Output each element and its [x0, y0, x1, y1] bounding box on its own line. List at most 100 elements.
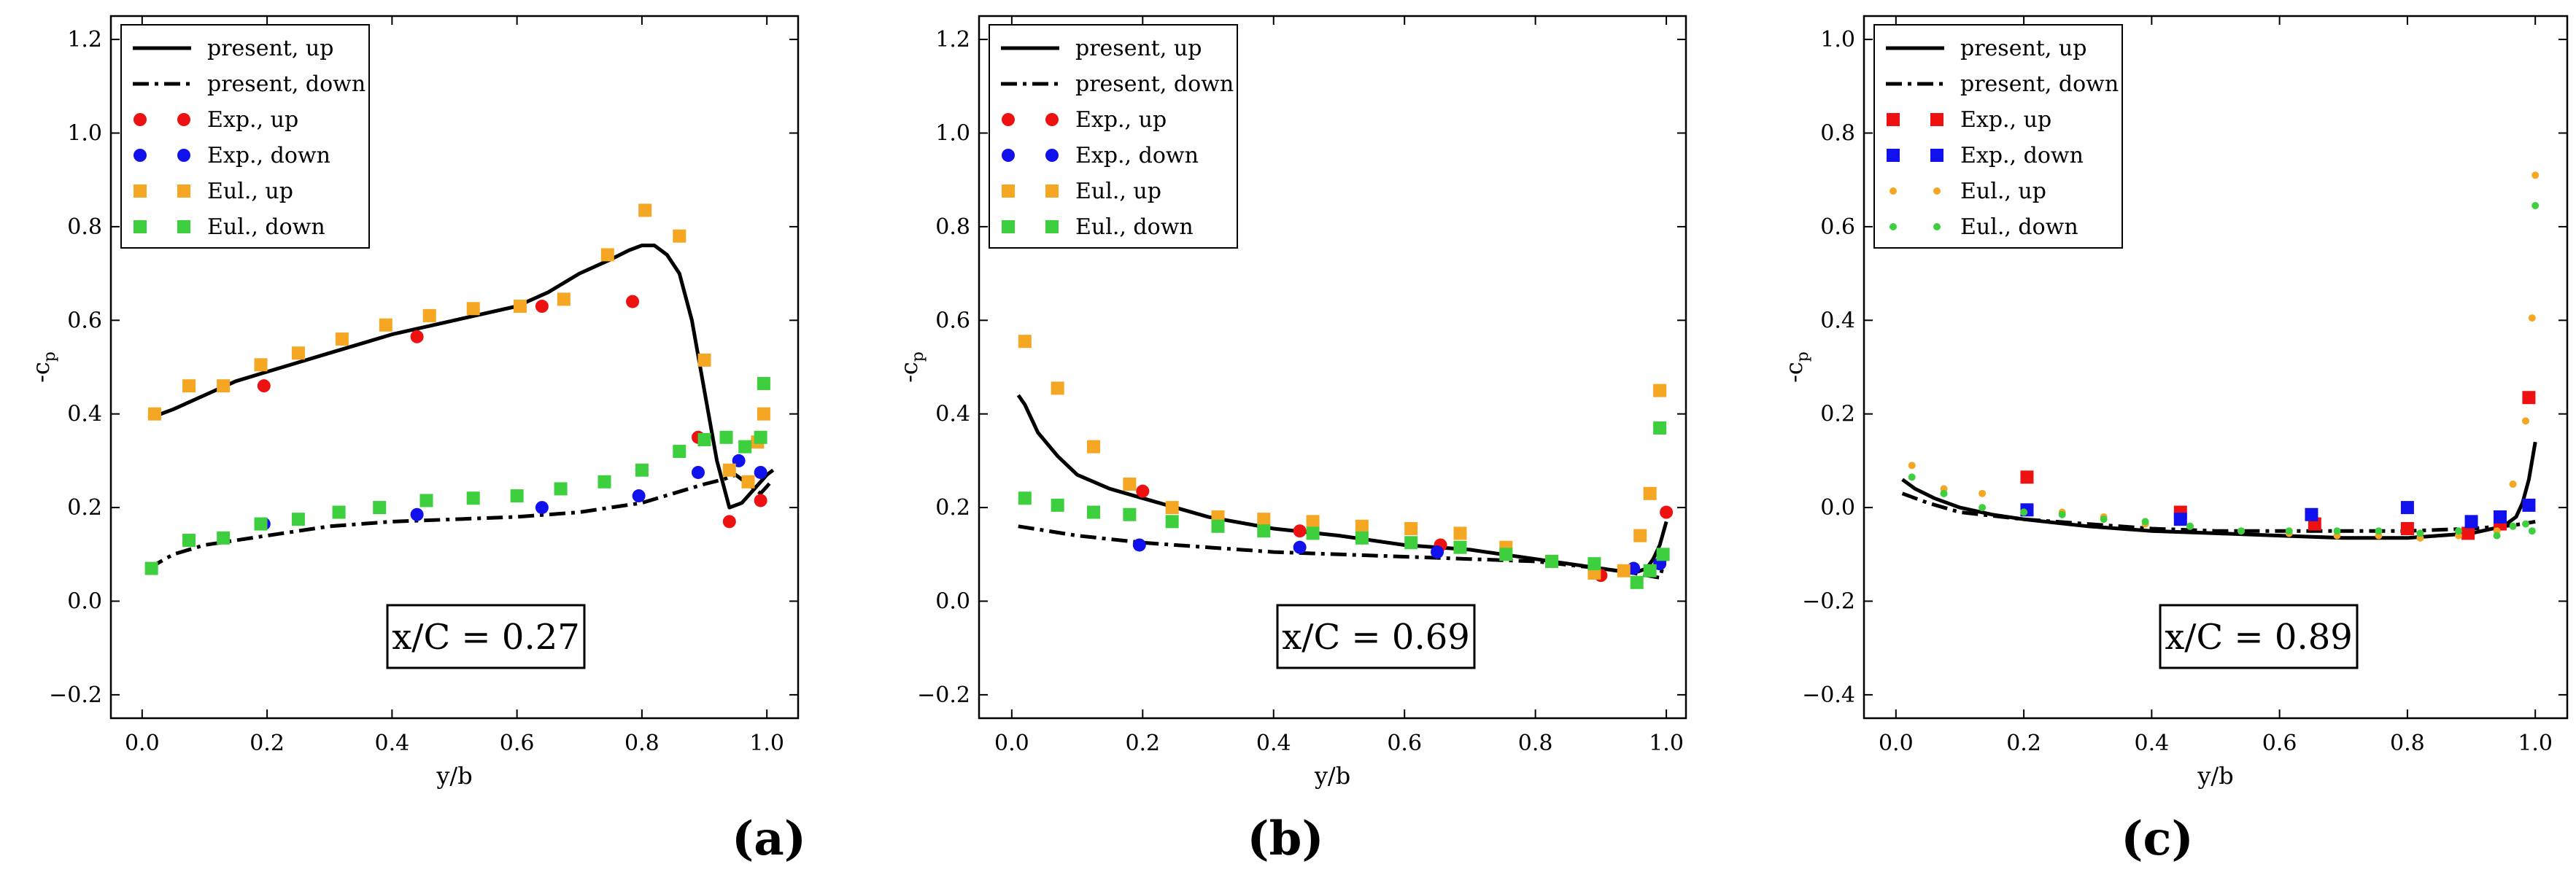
- point-eul-down: [1123, 507, 1137, 521]
- point-eul-up: [335, 332, 349, 346]
- x-axis-label: y/b: [2197, 762, 2233, 790]
- point-eul-down: [635, 463, 649, 477]
- legend-marker: [1002, 184, 1015, 198]
- legend-label: Eul., down: [207, 214, 325, 240]
- point-eul-down: [754, 430, 767, 444]
- series-line-present-up: [147, 244, 775, 510]
- point-eul-down: [466, 491, 480, 505]
- legend-label: Exp., up: [207, 107, 298, 133]
- legend-marker: [134, 184, 147, 198]
- y-tick-label: 0.0: [935, 589, 970, 615]
- point-eul-down: [1587, 557, 1601, 571]
- point-eul-down: [1355, 531, 1369, 545]
- point-eul-down: [1653, 421, 1667, 435]
- legend-marker: [177, 220, 190, 233]
- point-exp-up: [722, 515, 736, 529]
- point-exp-down: [2493, 510, 2507, 524]
- point-eul-down: [1630, 575, 1644, 589]
- point-eul-down: [597, 475, 611, 489]
- legend-label: Exp., up: [1075, 107, 1167, 133]
- point-exp-down: [2522, 498, 2536, 512]
- y-tick-label: 0.8: [67, 214, 102, 240]
- legend-marker: [1890, 187, 1897, 195]
- point-eul-down: [2522, 520, 2530, 528]
- legend-marker: [177, 149, 190, 162]
- x-axis-label: y/b: [1314, 762, 1350, 790]
- point-eul-up: [217, 379, 231, 393]
- y-tick-label: 0.2: [67, 495, 102, 521]
- y-tick-label: 1.2: [67, 27, 102, 52]
- point-exp-up: [410, 330, 424, 343]
- point-exp-down: [535, 501, 549, 515]
- point-exp-up: [2020, 470, 2034, 484]
- point-eul-down: [1165, 515, 1179, 529]
- annotation-box: x/C = 0.89: [2159, 604, 2359, 669]
- legend-marker: [134, 220, 147, 233]
- x-tick-label: 0.0: [125, 731, 160, 756]
- plot-content: [1901, 171, 2540, 542]
- point-eul-down: [2186, 522, 2194, 530]
- point-eul-down: [1545, 554, 1559, 568]
- point-eul-up: [697, 353, 711, 367]
- point-eul-up: [1617, 564, 1631, 577]
- panel-label: (c): [2121, 812, 2194, 866]
- point-eul-down: [419, 494, 433, 507]
- point-eul-down: [1018, 491, 1032, 505]
- y-tick-label: 1.0: [67, 121, 102, 147]
- series-line-present-down: [147, 472, 775, 570]
- legend-marker: [1887, 149, 1900, 162]
- point-eul-up: [638, 203, 652, 217]
- y-tick-label: 1.0: [1820, 27, 1855, 52]
- x-tick-label: 0.6: [1387, 731, 1422, 756]
- x-tick-label: 1.0: [1649, 731, 1684, 756]
- plot-frame: [109, 15, 800, 720]
- point-exp-up: [535, 300, 549, 314]
- series-line-present-up: [1016, 394, 1668, 575]
- point-exp-down: [1431, 545, 1444, 559]
- point-eul-up: [673, 229, 686, 243]
- point-exp-up: [2400, 521, 2414, 535]
- point-eul-down: [144, 561, 158, 575]
- point-eul-up: [1051, 381, 1064, 395]
- annotation-text: x/C = 0.89: [2165, 617, 2353, 658]
- annotation-text: x/C = 0.69: [1282, 617, 1470, 658]
- x-tick-label: 0.8: [624, 731, 660, 756]
- point-eul-down: [2509, 522, 2517, 530]
- point-eul-down: [738, 440, 752, 454]
- point-exp-down: [2400, 501, 2414, 515]
- point-eul-down: [2285, 527, 2293, 535]
- point-eul-down: [2528, 527, 2536, 535]
- annotation-frame: [2159, 604, 2359, 669]
- point-exp-down: [2305, 507, 2318, 521]
- annotation-box: x/C = 0.27: [386, 604, 586, 669]
- x-tick-label: 1.0: [749, 731, 784, 756]
- point-eul-up: [1355, 519, 1369, 533]
- point-exp-up: [1660, 505, 1674, 519]
- plot-frame: [1863, 15, 2569, 720]
- x-tick-label: 0.4: [2135, 731, 2170, 756]
- x-tick-label: 0.0: [994, 731, 1029, 756]
- legend-marker: [134, 149, 147, 162]
- point-exp-up: [754, 494, 767, 507]
- y-tick-label: 0.8: [1820, 121, 1855, 147]
- point-eul-up: [2528, 314, 2536, 322]
- point-eul-up: [1306, 515, 1320, 529]
- y-axis-label: -cp: [1780, 351, 1812, 383]
- legend-label: present, up: [1075, 36, 1202, 61]
- point-eul-down: [757, 376, 770, 390]
- y-tick-label: 0.8: [935, 214, 970, 240]
- point-eul-down: [2141, 518, 2149, 526]
- point-eul-down: [2493, 532, 2501, 540]
- panel-label: (b): [1247, 812, 1323, 866]
- point-eul-up: [1018, 335, 1032, 349]
- point-eul-up: [254, 358, 268, 372]
- point-eul-down: [1908, 473, 1916, 481]
- plot-content: [144, 203, 775, 575]
- legend-label: present, up: [1960, 36, 2086, 61]
- point-eul-down: [673, 445, 686, 459]
- plot-frame: [978, 15, 1687, 720]
- legend-label: Eul., up: [1960, 179, 2046, 204]
- legend-marker: [134, 113, 147, 126]
- point-eul-up: [2531, 171, 2540, 179]
- x-tick-label: 0.4: [1256, 731, 1291, 756]
